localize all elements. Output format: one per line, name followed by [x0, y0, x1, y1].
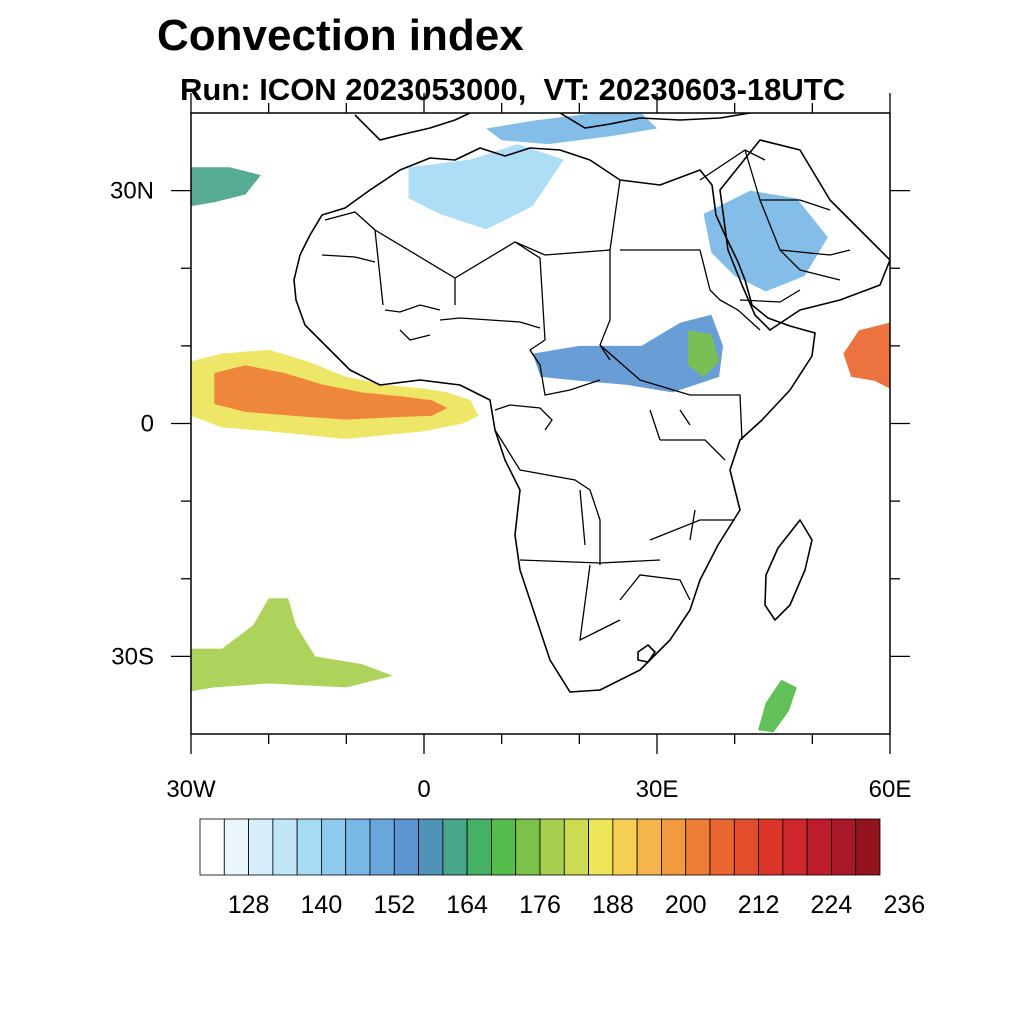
colorbar-swatch [296, 818, 322, 876]
convection-area-south-atlantic-front [191, 598, 393, 692]
x-tick-label: 60E [869, 776, 912, 803]
y-tick-label: 30N [110, 178, 154, 205]
convection-area-west-africa-core [214, 365, 448, 420]
convection-area-sudan-ethiopia [532, 314, 723, 393]
axis-tick-labels: 30W 0 30E 60E 30N 0 30S [110, 178, 911, 803]
colorbar-swatch [393, 818, 419, 876]
convection-area-indian-ocean [843, 322, 890, 389]
convection-area-sahara-north [408, 144, 564, 230]
x-tick-label: 30E [636, 776, 679, 803]
colorbar-label: 212 [738, 891, 780, 919]
colorbar-label: 176 [519, 891, 561, 919]
colorbar-swatch [418, 818, 444, 876]
colorbar-label: 224 [811, 891, 853, 919]
convection-area-north-atlantic [191, 167, 261, 207]
colorbar-swatch [782, 818, 808, 876]
colorbar-swatch [733, 818, 759, 876]
colorbar-label: 236 [883, 891, 925, 919]
mediterranean-coastline [354, 113, 751, 141]
convection-field-layer [191, 113, 890, 733]
colorbar-swatch [831, 818, 857, 876]
country-borders [321, 149, 851, 642]
coastline-layer [293, 113, 890, 693]
y-tick-label: 0 [141, 411, 154, 438]
colorbar-swatch [272, 818, 298, 876]
country-border-layer [321, 149, 851, 642]
colorbar-swatch [491, 818, 517, 876]
colorbar-swatch [661, 818, 687, 876]
colorbar-swatch [636, 818, 662, 876]
colorbar-swatch [563, 818, 589, 876]
convection-area-madagascar-south [758, 679, 797, 733]
lesotho-border [637, 644, 656, 663]
colorbar-swatch [539, 818, 565, 876]
colorbar-swatch [685, 818, 711, 876]
x-tick-label: 30W [166, 776, 216, 803]
colorbar-swatch [758, 818, 784, 876]
colorbar-label: 128 [228, 891, 270, 919]
colorbar-swatch [612, 818, 638, 876]
chart-subtitle: Run: ICON 2023053000, VT: 20230603-18UTC [180, 72, 846, 107]
colorbar-swatch [199, 818, 225, 876]
colorbar-label: 200 [665, 891, 707, 919]
colorbar-label: 152 [373, 891, 415, 919]
axis-ticks [171, 93, 910, 754]
colorbar-swatch [855, 818, 881, 876]
colorbar: 128 140 152 164 176 188 200 212 224 236 [199, 818, 925, 919]
colorbar-label: 140 [301, 891, 343, 919]
convection-area-mediterranean [486, 113, 657, 145]
chart-title: Convection index [157, 11, 524, 60]
colorbar-label: 188 [592, 891, 634, 919]
colorbar-label: 164 [446, 891, 488, 919]
colorbar-swatch [223, 818, 249, 876]
colorbar-swatch [321, 818, 347, 876]
colorbar-swatch [369, 818, 395, 876]
y-tick-label: 30S [111, 643, 154, 670]
colorbar-swatch [345, 818, 371, 876]
convection-area-ethiopia-core [688, 330, 720, 377]
colorbar-swatch [709, 818, 735, 876]
colorbar-swatch [515, 818, 541, 876]
colorbar-swatch [248, 818, 274, 876]
madagascar-coastline [764, 519, 813, 621]
colorbar-swatch [442, 818, 468, 876]
colorbar-swatch [466, 818, 492, 876]
colorbar-swatch [588, 818, 614, 876]
x-tick-label: 0 [417, 776, 430, 803]
africa-coastline [293, 147, 816, 693]
colorbar-swatch [806, 818, 832, 876]
arabia-coastline [719, 139, 890, 331]
